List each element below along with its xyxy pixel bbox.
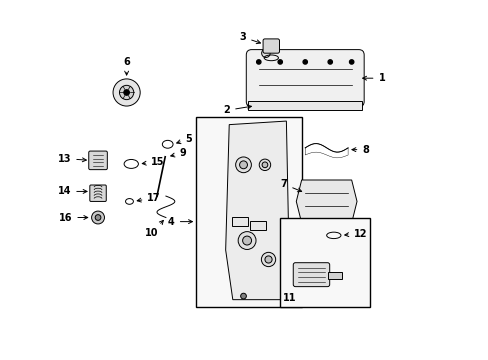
Circle shape: [259, 159, 270, 171]
Text: 3: 3: [239, 32, 260, 44]
FancyBboxPatch shape: [90, 185, 106, 202]
Text: 12: 12: [344, 229, 366, 239]
Bar: [247, 102, 362, 111]
Circle shape: [91, 211, 104, 224]
FancyBboxPatch shape: [246, 50, 364, 107]
Circle shape: [262, 162, 267, 168]
Circle shape: [95, 215, 101, 220]
Text: 8: 8: [351, 145, 368, 155]
Circle shape: [303, 60, 307, 64]
Bar: [249, 221, 265, 230]
Text: 4: 4: [168, 217, 192, 226]
Circle shape: [238, 231, 256, 249]
PathPatch shape: [225, 121, 289, 300]
Text: 14: 14: [58, 186, 87, 197]
Circle shape: [327, 60, 332, 64]
Circle shape: [113, 79, 140, 106]
Bar: [327, 272, 341, 279]
Circle shape: [239, 161, 247, 169]
Text: 16: 16: [59, 212, 87, 222]
Text: 6: 6: [123, 57, 130, 75]
Text: 17: 17: [137, 193, 161, 203]
Circle shape: [261, 252, 275, 267]
Text: 11: 11: [283, 293, 296, 303]
Circle shape: [256, 60, 261, 64]
Bar: [280, 217, 369, 307]
Text: 7: 7: [280, 179, 301, 192]
Circle shape: [349, 60, 353, 64]
Circle shape: [235, 157, 251, 173]
Circle shape: [240, 293, 246, 299]
FancyBboxPatch shape: [263, 39, 279, 53]
Text: 13: 13: [58, 154, 86, 163]
Circle shape: [261, 49, 270, 58]
Bar: [232, 217, 247, 226]
Text: 9: 9: [170, 148, 186, 158]
Text: 15: 15: [142, 157, 164, 167]
PathPatch shape: [296, 180, 356, 223]
Text: 1: 1: [362, 73, 385, 83]
Circle shape: [278, 60, 282, 64]
Bar: [196, 117, 301, 307]
Text: 5: 5: [176, 134, 192, 144]
Text: 10: 10: [145, 220, 163, 238]
FancyBboxPatch shape: [88, 151, 107, 170]
Text: 2: 2: [223, 105, 251, 115]
FancyBboxPatch shape: [293, 263, 329, 287]
Circle shape: [264, 256, 271, 263]
Circle shape: [123, 90, 129, 95]
Circle shape: [242, 236, 251, 245]
Circle shape: [119, 85, 134, 100]
